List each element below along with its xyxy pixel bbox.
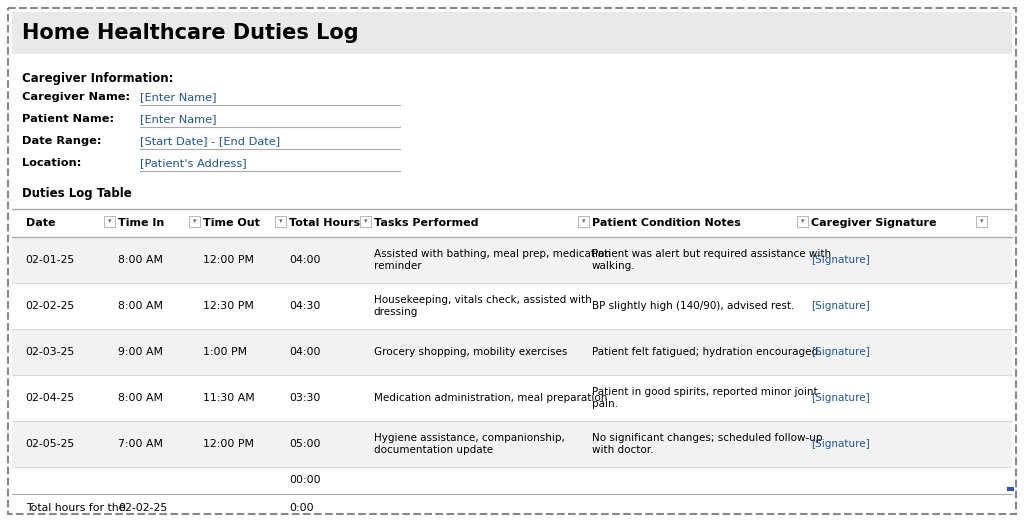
Text: Tasks Performed: Tasks Performed	[374, 218, 478, 228]
Text: ▾: ▾	[801, 219, 804, 224]
Text: ▾: ▾	[193, 219, 196, 224]
Text: 1:00 PM: 1:00 PM	[203, 347, 247, 357]
Text: Caregiver Information:: Caregiver Information:	[22, 72, 173, 85]
Bar	[12, 283, 1012, 329]
Text: Housekeeping, vitals check, assisted with
dressing: Housekeeping, vitals check, assisted wit…	[374, 295, 592, 317]
Text: Grocery shopping, mobility exercises: Grocery shopping, mobility exercises	[374, 347, 567, 357]
Text: No significant changes; scheduled follow-up
with doctor.: No significant changes; scheduled follow…	[592, 433, 822, 455]
Text: 12:00 PM: 12:00 PM	[203, 439, 254, 449]
Text: Location:: Location:	[22, 158, 81, 168]
Bar	[12, 237, 1012, 283]
Bar	[103, 216, 115, 227]
Bar	[359, 216, 371, 227]
Text: 04:00: 04:00	[289, 347, 321, 357]
Bar	[976, 216, 987, 227]
Text: 02-04-25: 02-04-25	[26, 393, 75, 403]
Text: Total Hours: Total Hours	[289, 218, 359, 228]
Bar	[12, 12, 1012, 54]
Text: Date: Date	[26, 218, 55, 228]
Text: ▾: ▾	[279, 219, 282, 224]
Text: Duties Log Table: Duties Log Table	[22, 187, 132, 200]
Text: [Signature]: [Signature]	[811, 347, 869, 357]
Text: Patient Condition Notes: Patient Condition Notes	[592, 218, 740, 228]
Text: 11:30 AM: 11:30 AM	[203, 393, 255, 403]
Text: 00:00: 00:00	[289, 475, 321, 485]
Text: [Signature]: [Signature]	[811, 393, 869, 403]
Bar	[12, 329, 1012, 375]
Text: Medication administration, meal preparation: Medication administration, meal preparat…	[374, 393, 607, 403]
Text: Home Healthcare Duties Log: Home Healthcare Duties Log	[22, 23, 358, 43]
Bar	[12, 467, 1012, 493]
Text: Caregiver Signature: Caregiver Signature	[811, 218, 937, 228]
Bar	[12, 375, 1012, 421]
Bar	[274, 216, 286, 227]
Text: [Signature]: [Signature]	[811, 301, 869, 311]
Text: 8:00 AM: 8:00 AM	[118, 301, 163, 311]
Text: Patient felt fatigued; hydration encouraged.: Patient felt fatigued; hydration encoura…	[592, 347, 821, 357]
Text: 02-03-25: 02-03-25	[26, 347, 75, 357]
Text: [Patient's Address]: [Patient's Address]	[140, 158, 247, 168]
Text: 7:00 AM: 7:00 AM	[118, 439, 163, 449]
Text: 8:00 AM: 8:00 AM	[118, 255, 163, 265]
Text: Patient was alert but required assistance with
walking.: Patient was alert but required assistanc…	[592, 249, 831, 271]
Text: 8:00 AM: 8:00 AM	[118, 393, 163, 403]
Bar	[12, 421, 1012, 467]
Text: 02-02-25: 02-02-25	[26, 301, 75, 311]
Text: 12:00 PM: 12:00 PM	[203, 255, 254, 265]
Text: ▾: ▾	[582, 219, 585, 224]
Text: Patient in good spirits, reported minor joint
pain.: Patient in good spirits, reported minor …	[592, 387, 817, 409]
Text: [Start Date] - [End Date]: [Start Date] - [End Date]	[140, 136, 281, 146]
Text: ▾: ▾	[980, 219, 983, 224]
Text: 02-02-25: 02-02-25	[118, 503, 167, 513]
Text: BP slightly high (140/90), advised rest.: BP slightly high (140/90), advised rest.	[592, 301, 795, 311]
Text: [Enter Name]: [Enter Name]	[140, 114, 216, 124]
Text: 04:00: 04:00	[289, 255, 321, 265]
Text: Caregiver Name:: Caregiver Name:	[22, 92, 130, 102]
Text: Assisted with bathing, meal prep, medication
reminder: Assisted with bathing, meal prep, medica…	[374, 249, 610, 271]
Bar	[188, 216, 200, 227]
Text: [Enter Name]: [Enter Name]	[140, 92, 216, 102]
Text: 12:30 PM: 12:30 PM	[203, 301, 254, 311]
Text: Total hours for the: Total hours for the	[26, 503, 125, 513]
Text: [Signature]: [Signature]	[811, 255, 869, 265]
Text: 02-01-25: 02-01-25	[26, 255, 75, 265]
Text: 02-05-25: 02-05-25	[26, 439, 75, 449]
Bar	[578, 216, 589, 227]
Text: Date Range:: Date Range:	[22, 136, 101, 146]
Text: ▾: ▾	[364, 219, 367, 224]
Text: Time In: Time In	[118, 218, 164, 228]
Text: 0:00: 0:00	[289, 503, 313, 513]
Text: Patient Name:: Patient Name:	[22, 114, 114, 124]
Bar	[797, 216, 808, 227]
Text: 9:00 AM: 9:00 AM	[118, 347, 163, 357]
Text: 05:00: 05:00	[289, 439, 321, 449]
Text: [Signature]: [Signature]	[811, 439, 869, 449]
Text: Time Out: Time Out	[203, 218, 260, 228]
Text: Hygiene assistance, companionship,
documentation update: Hygiene assistance, companionship, docum…	[374, 433, 564, 455]
Text: 03:30: 03:30	[289, 393, 321, 403]
Text: 04:30: 04:30	[289, 301, 321, 311]
Text: ▾: ▾	[108, 219, 111, 224]
